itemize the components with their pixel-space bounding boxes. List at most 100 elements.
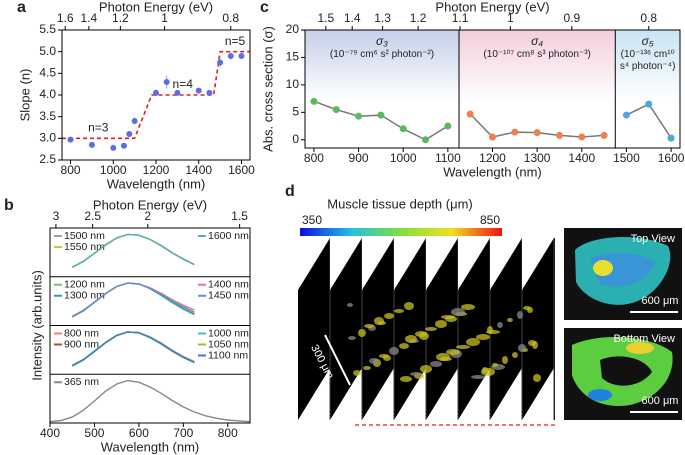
x-tick-label: 1600 xyxy=(228,163,255,177)
data-point xyxy=(153,89,159,96)
colorbar-max: 850 xyxy=(480,213,500,227)
colorbar-title: Muscle tissue depth (μm) xyxy=(327,196,472,211)
unit-box: (10⁻¹³⁶ cm¹⁰ s⁴ photon⁻⁴) xyxy=(619,49,676,72)
x-tick-label: 600 xyxy=(129,426,149,440)
tissue-texture xyxy=(415,331,427,337)
tissue-texture xyxy=(369,358,379,364)
x-tick-label: 1200 xyxy=(479,151,506,165)
tissue-texture xyxy=(492,363,498,367)
x-tick-label: 1000 xyxy=(100,163,127,177)
top-tick-label: 0.8 xyxy=(222,11,239,25)
region-band xyxy=(615,30,680,148)
top-tick-label: 1 xyxy=(161,11,168,25)
legend-label: 1600 nm xyxy=(208,230,249,242)
tissue-texture xyxy=(374,317,384,325)
y-tick-label: 2.5 xyxy=(39,152,56,166)
top-tick-label: 1.5 xyxy=(317,11,334,25)
colorbar-min: 350 xyxy=(302,213,322,227)
data-point xyxy=(195,87,202,94)
tissue-texture xyxy=(363,366,371,370)
slice-edge xyxy=(362,238,394,290)
x-tick-label: 1300 xyxy=(524,151,551,165)
slice-edge xyxy=(394,238,426,290)
tissue-texture xyxy=(507,318,513,322)
volume xyxy=(588,389,612,401)
legend-label: 1100 nm xyxy=(208,349,248,361)
tissue-texture xyxy=(446,349,460,355)
slice-edge xyxy=(362,368,394,420)
tissue-texture xyxy=(425,327,437,331)
tissue-texture xyxy=(348,336,356,340)
x-tick-label: 1400 xyxy=(185,163,212,177)
panel-label: c xyxy=(260,0,269,16)
volume xyxy=(600,356,652,386)
x-tick-label: 800 xyxy=(304,151,324,165)
series-unit: (10⁻⁷⁹ cm⁶ s² photon⁻²) xyxy=(329,49,435,60)
tissue-texture xyxy=(379,354,389,358)
x-tick-label: 1000 xyxy=(390,151,417,165)
panel: σ₃(10⁻⁷⁹ cm⁶ s² photon⁻²) σ₄(10⁻¹⁰⁷ cm⁸ s… xyxy=(260,0,685,179)
spectrum-line xyxy=(71,331,195,367)
data-point xyxy=(310,97,318,105)
top-tick-label: 1.4 xyxy=(81,11,98,25)
legend-label: 1050 nm xyxy=(208,338,249,350)
panel-label: b xyxy=(4,197,14,214)
top-axis-title: Photon Energy (eV) xyxy=(93,197,207,212)
region-band xyxy=(305,30,460,148)
top-tick-label: 1.2 xyxy=(112,11,129,25)
tissue-texture xyxy=(430,361,442,367)
slice-edge xyxy=(522,238,554,290)
top-tick-label: 1.4 xyxy=(344,11,361,25)
volume xyxy=(626,342,654,354)
slice-edge xyxy=(522,368,554,420)
tissue-texture xyxy=(476,334,490,340)
data-point xyxy=(110,144,117,151)
legend-label: 1000 nm xyxy=(208,327,249,339)
data-point xyxy=(466,110,474,118)
data-point xyxy=(645,100,653,108)
data-point xyxy=(206,89,213,96)
slices xyxy=(298,238,555,420)
slice-edge xyxy=(298,368,330,420)
x-axis-title: Wavelength (nm) xyxy=(107,176,206,191)
y-axis-title: Slope (n) xyxy=(17,69,32,122)
tissue-texture xyxy=(347,303,353,307)
tissue-texture xyxy=(523,306,531,310)
volume xyxy=(593,260,613,276)
slice-edge xyxy=(394,368,426,420)
data-point xyxy=(600,131,608,139)
series-unit: (10⁻¹³⁶ cm¹⁰ s⁴ photon⁻⁴) xyxy=(619,49,676,72)
tissue-texture xyxy=(451,308,465,316)
x-tick-label: 900 xyxy=(349,151,369,165)
tissue-texture xyxy=(512,352,518,358)
colorbar xyxy=(300,228,502,236)
spectrum-line xyxy=(49,379,251,423)
top-tick-label: 3 xyxy=(53,209,60,223)
tissue-texture xyxy=(399,343,409,349)
tissue-texture xyxy=(358,329,366,337)
y-tick-label: 3.5 xyxy=(39,109,56,123)
legend-label: 1300 nm xyxy=(64,290,105,302)
tissue-texture xyxy=(404,302,414,310)
top-tick-label: 0.9 xyxy=(564,11,581,25)
x-tick-label: 1500 xyxy=(613,151,640,165)
data-point xyxy=(238,53,245,59)
legend-label: 1200 nm xyxy=(64,279,105,291)
spectrum-line xyxy=(71,233,195,269)
series-name: σ₅ xyxy=(642,34,654,48)
top-axis-title: Photon Energy (eV) xyxy=(99,0,213,14)
y-tick-label: 20 xyxy=(286,22,300,36)
data-point xyxy=(67,136,74,143)
x-tick-label: 800 xyxy=(61,163,81,177)
panel-label: a xyxy=(17,0,26,16)
slice-edge xyxy=(490,238,522,290)
legend-label: 1500 nm xyxy=(64,230,105,242)
panel-label: d xyxy=(285,183,295,200)
annotation: n=4 xyxy=(173,77,194,91)
y-tick-label: 5.0 xyxy=(39,44,56,58)
y-tick-label: 5 xyxy=(292,104,299,118)
data-point xyxy=(399,125,407,133)
x-tick-label: 500 xyxy=(84,426,104,440)
data-point xyxy=(174,89,181,96)
